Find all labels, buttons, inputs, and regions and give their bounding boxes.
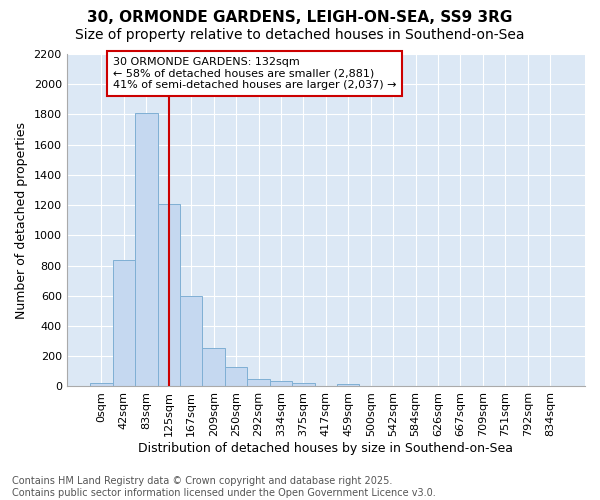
Bar [158, 204, 180, 386]
Bar [247, 379, 270, 386]
Bar [270, 381, 292, 386]
Text: Contains HM Land Registry data © Crown copyright and database right 2025.
Contai: Contains HM Land Registry data © Crown c… [12, 476, 436, 498]
Bar [292, 382, 314, 386]
Bar [113, 260, 135, 386]
Bar [90, 382, 113, 386]
Bar [337, 384, 359, 386]
Bar [225, 367, 247, 386]
X-axis label: Distribution of detached houses by size in Southend-on-Sea: Distribution of detached houses by size … [139, 442, 514, 455]
Bar [202, 348, 225, 387]
Text: 30 ORMONDE GARDENS: 132sqm
← 58% of detached houses are smaller (2,881)
41% of s: 30 ORMONDE GARDENS: 132sqm ← 58% of deta… [113, 57, 396, 90]
Y-axis label: Number of detached properties: Number of detached properties [15, 122, 28, 318]
Bar [135, 113, 158, 386]
Bar [180, 296, 202, 386]
Text: 30, ORMONDE GARDENS, LEIGH-ON-SEA, SS9 3RG: 30, ORMONDE GARDENS, LEIGH-ON-SEA, SS9 3… [88, 10, 512, 25]
Text: Size of property relative to detached houses in Southend-on-Sea: Size of property relative to detached ho… [75, 28, 525, 42]
